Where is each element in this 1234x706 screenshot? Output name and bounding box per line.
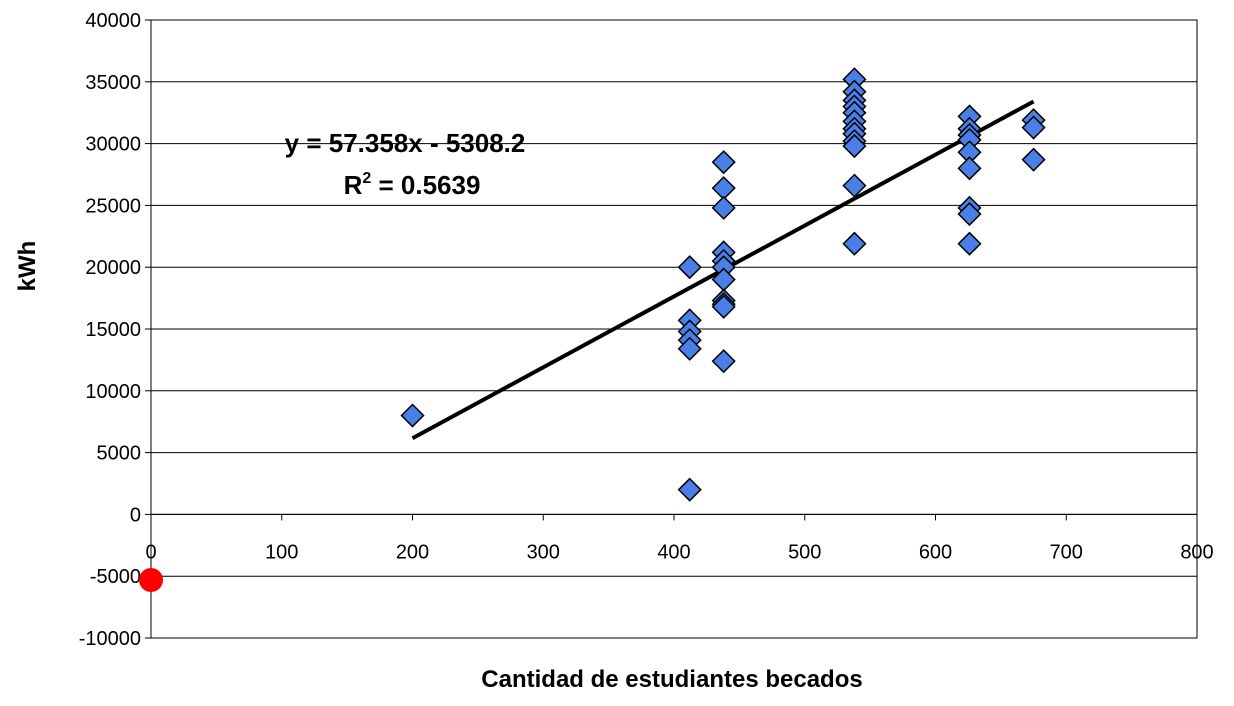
x-tick-label: 100: [265, 541, 298, 563]
x-tick-label: 300: [527, 541, 560, 563]
data-point: [711, 294, 736, 319]
data-point: [842, 173, 867, 198]
y-tick-label: -5000: [90, 566, 141, 588]
y-tick-label: 30000: [85, 134, 141, 156]
data-point: [842, 231, 867, 256]
r-squared-prefix: R: [344, 170, 363, 200]
data-points: [139, 67, 1046, 593]
x-tick-label: 600: [919, 541, 952, 563]
r-squared-label: R2 = 0.5639: [344, 170, 481, 200]
y-tick-label: 20000: [85, 257, 141, 279]
y-tick-label: -10000: [79, 628, 141, 650]
data-point: [677, 255, 702, 280]
y-tick-label: 15000: [85, 319, 141, 341]
y-tick-label: 0: [130, 504, 141, 526]
data-point: [677, 336, 702, 361]
y-axis-title: kWh: [14, 241, 41, 292]
x-tick-label: 0: [145, 541, 156, 563]
data-point: [957, 231, 982, 256]
y-tick-label: 35000: [85, 72, 141, 94]
y-tick-label: 10000: [85, 381, 141, 403]
data-point: [957, 201, 982, 227]
x-tick-label: 700: [1050, 541, 1083, 563]
x-axis-title: Cantidad de estudiantes becados: [481, 666, 862, 693]
y-tick-label: 40000: [85, 10, 141, 32]
data-point: [711, 150, 736, 175]
data-point: [711, 349, 736, 374]
data-point: [1021, 147, 1046, 172]
r-squared-superscript: 2: [362, 170, 371, 187]
y-tick-label: 25000: [85, 195, 141, 217]
x-tick-label: 500: [788, 541, 821, 563]
tick-labels: -10000-500005000100001500020000250003000…: [79, 10, 1214, 650]
data-point: [400, 403, 425, 428]
intercept-point: [139, 568, 163, 593]
data-point: [677, 477, 702, 502]
data-point: [711, 195, 736, 220]
data-point: [957, 156, 982, 181]
r-squared-value: = 0.5639: [371, 170, 480, 200]
x-tick-label: 400: [657, 541, 690, 563]
x-tick-label: 800: [1180, 541, 1213, 563]
data-point: [842, 134, 867, 159]
data-point: [1021, 115, 1046, 140]
y-tick-label: 5000: [97, 443, 142, 465]
x-tick-label: 200: [396, 541, 429, 563]
trendline-equation-label: y = 57.358x - 5308.2: [285, 128, 526, 158]
data-point: [711, 176, 736, 201]
